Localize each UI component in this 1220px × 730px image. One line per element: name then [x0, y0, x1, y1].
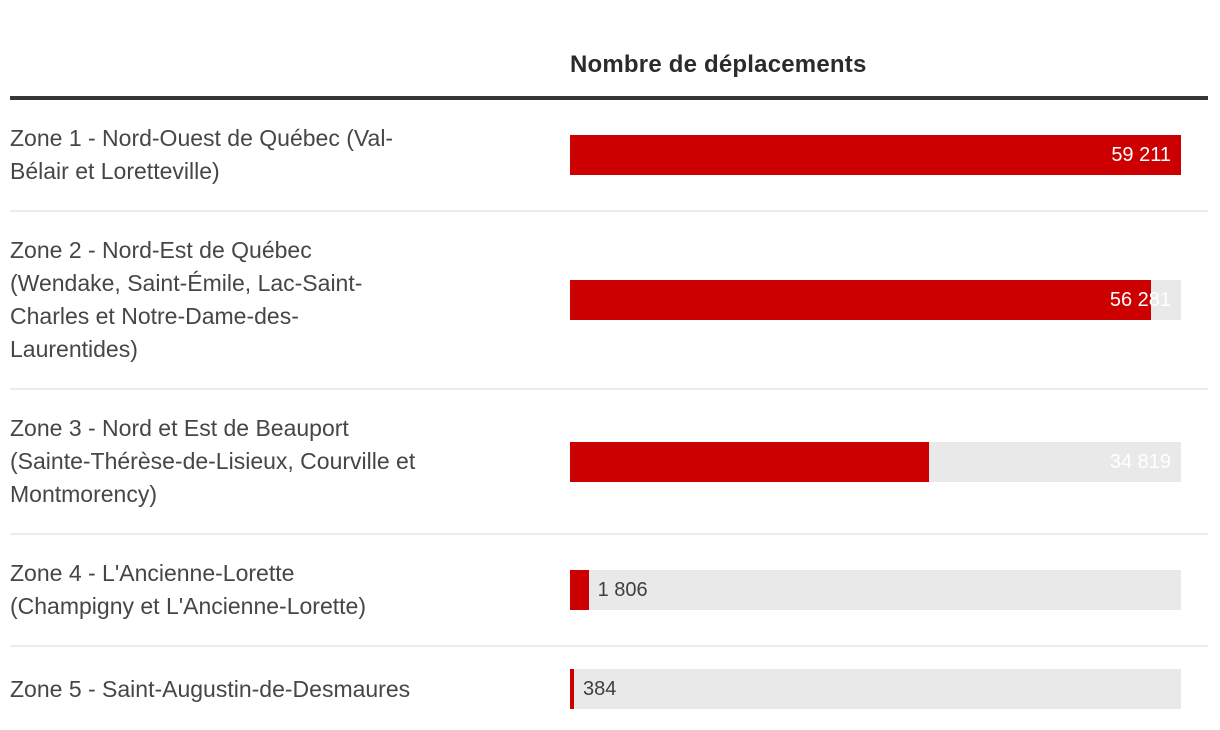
row-label: Zone 1 - Nord-Ouest de Québec (Val- Béla…: [10, 125, 394, 184]
bar-fill: [570, 135, 1181, 175]
bar-value-label: 59 211: [1111, 144, 1171, 166]
row-label: Zone 4 - L'Ancienne-Lorette (Champigny e…: [10, 560, 366, 619]
bar-value-label: 56 281: [1109, 289, 1171, 311]
bar-value-label: 384: [582, 678, 617, 700]
bar-area: 59 211: [570, 135, 1181, 175]
bar-track: 56 281: [570, 280, 1181, 320]
bar-fill: [570, 280, 1151, 320]
row-label: Zone 3 - Nord et Est de Beauport (Sainte…: [10, 415, 416, 507]
chart-title: Nombre de déplacements: [570, 51, 867, 78]
bar-fill: [570, 570, 589, 610]
chart-rows: Zone 1 - Nord-Ouest de Québec (Val- Béla…: [10, 100, 1208, 730]
bar-area: 1 806: [570, 570, 1181, 610]
bar-fill: [570, 441, 930, 482]
chart-row: Zone 2 - Nord-Est de Québec (Wendake, Sa…: [10, 212, 1208, 390]
bar-value-label: 1 806: [597, 579, 648, 601]
bar-track: 34 819: [570, 441, 1181, 482]
bar-track: 59 211: [570, 135, 1181, 175]
chart-row: Zone 1 - Nord-Ouest de Québec (Val- Béla…: [10, 100, 1208, 212]
chart-row: Zone 4 - L'Ancienne-Lorette (Champigny e…: [10, 535, 1208, 647]
bar-track: 384: [570, 669, 1181, 709]
bar-area: 384: [570, 669, 1181, 709]
bar-track: 1 806: [570, 570, 1181, 610]
bar-area: 56 281: [570, 280, 1181, 320]
bar-value-label: 34 819: [1109, 450, 1171, 473]
row-label: Zone 5 - Saint-Augustin-de-Desmaures: [10, 675, 411, 702]
chart-row: Zone 5 - Saint-Augustin-de-Desmaures 384: [10, 647, 1208, 730]
row-label: Zone 2 - Nord-Est de Québec (Wendake, Sa…: [10, 237, 363, 362]
bar-area: 34 819: [570, 441, 1181, 482]
bar-fill: [570, 669, 574, 709]
chart-row: Zone 3 - Nord et Est de Beauport (Sainte…: [10, 390, 1208, 535]
header-rule: [10, 96, 1208, 100]
